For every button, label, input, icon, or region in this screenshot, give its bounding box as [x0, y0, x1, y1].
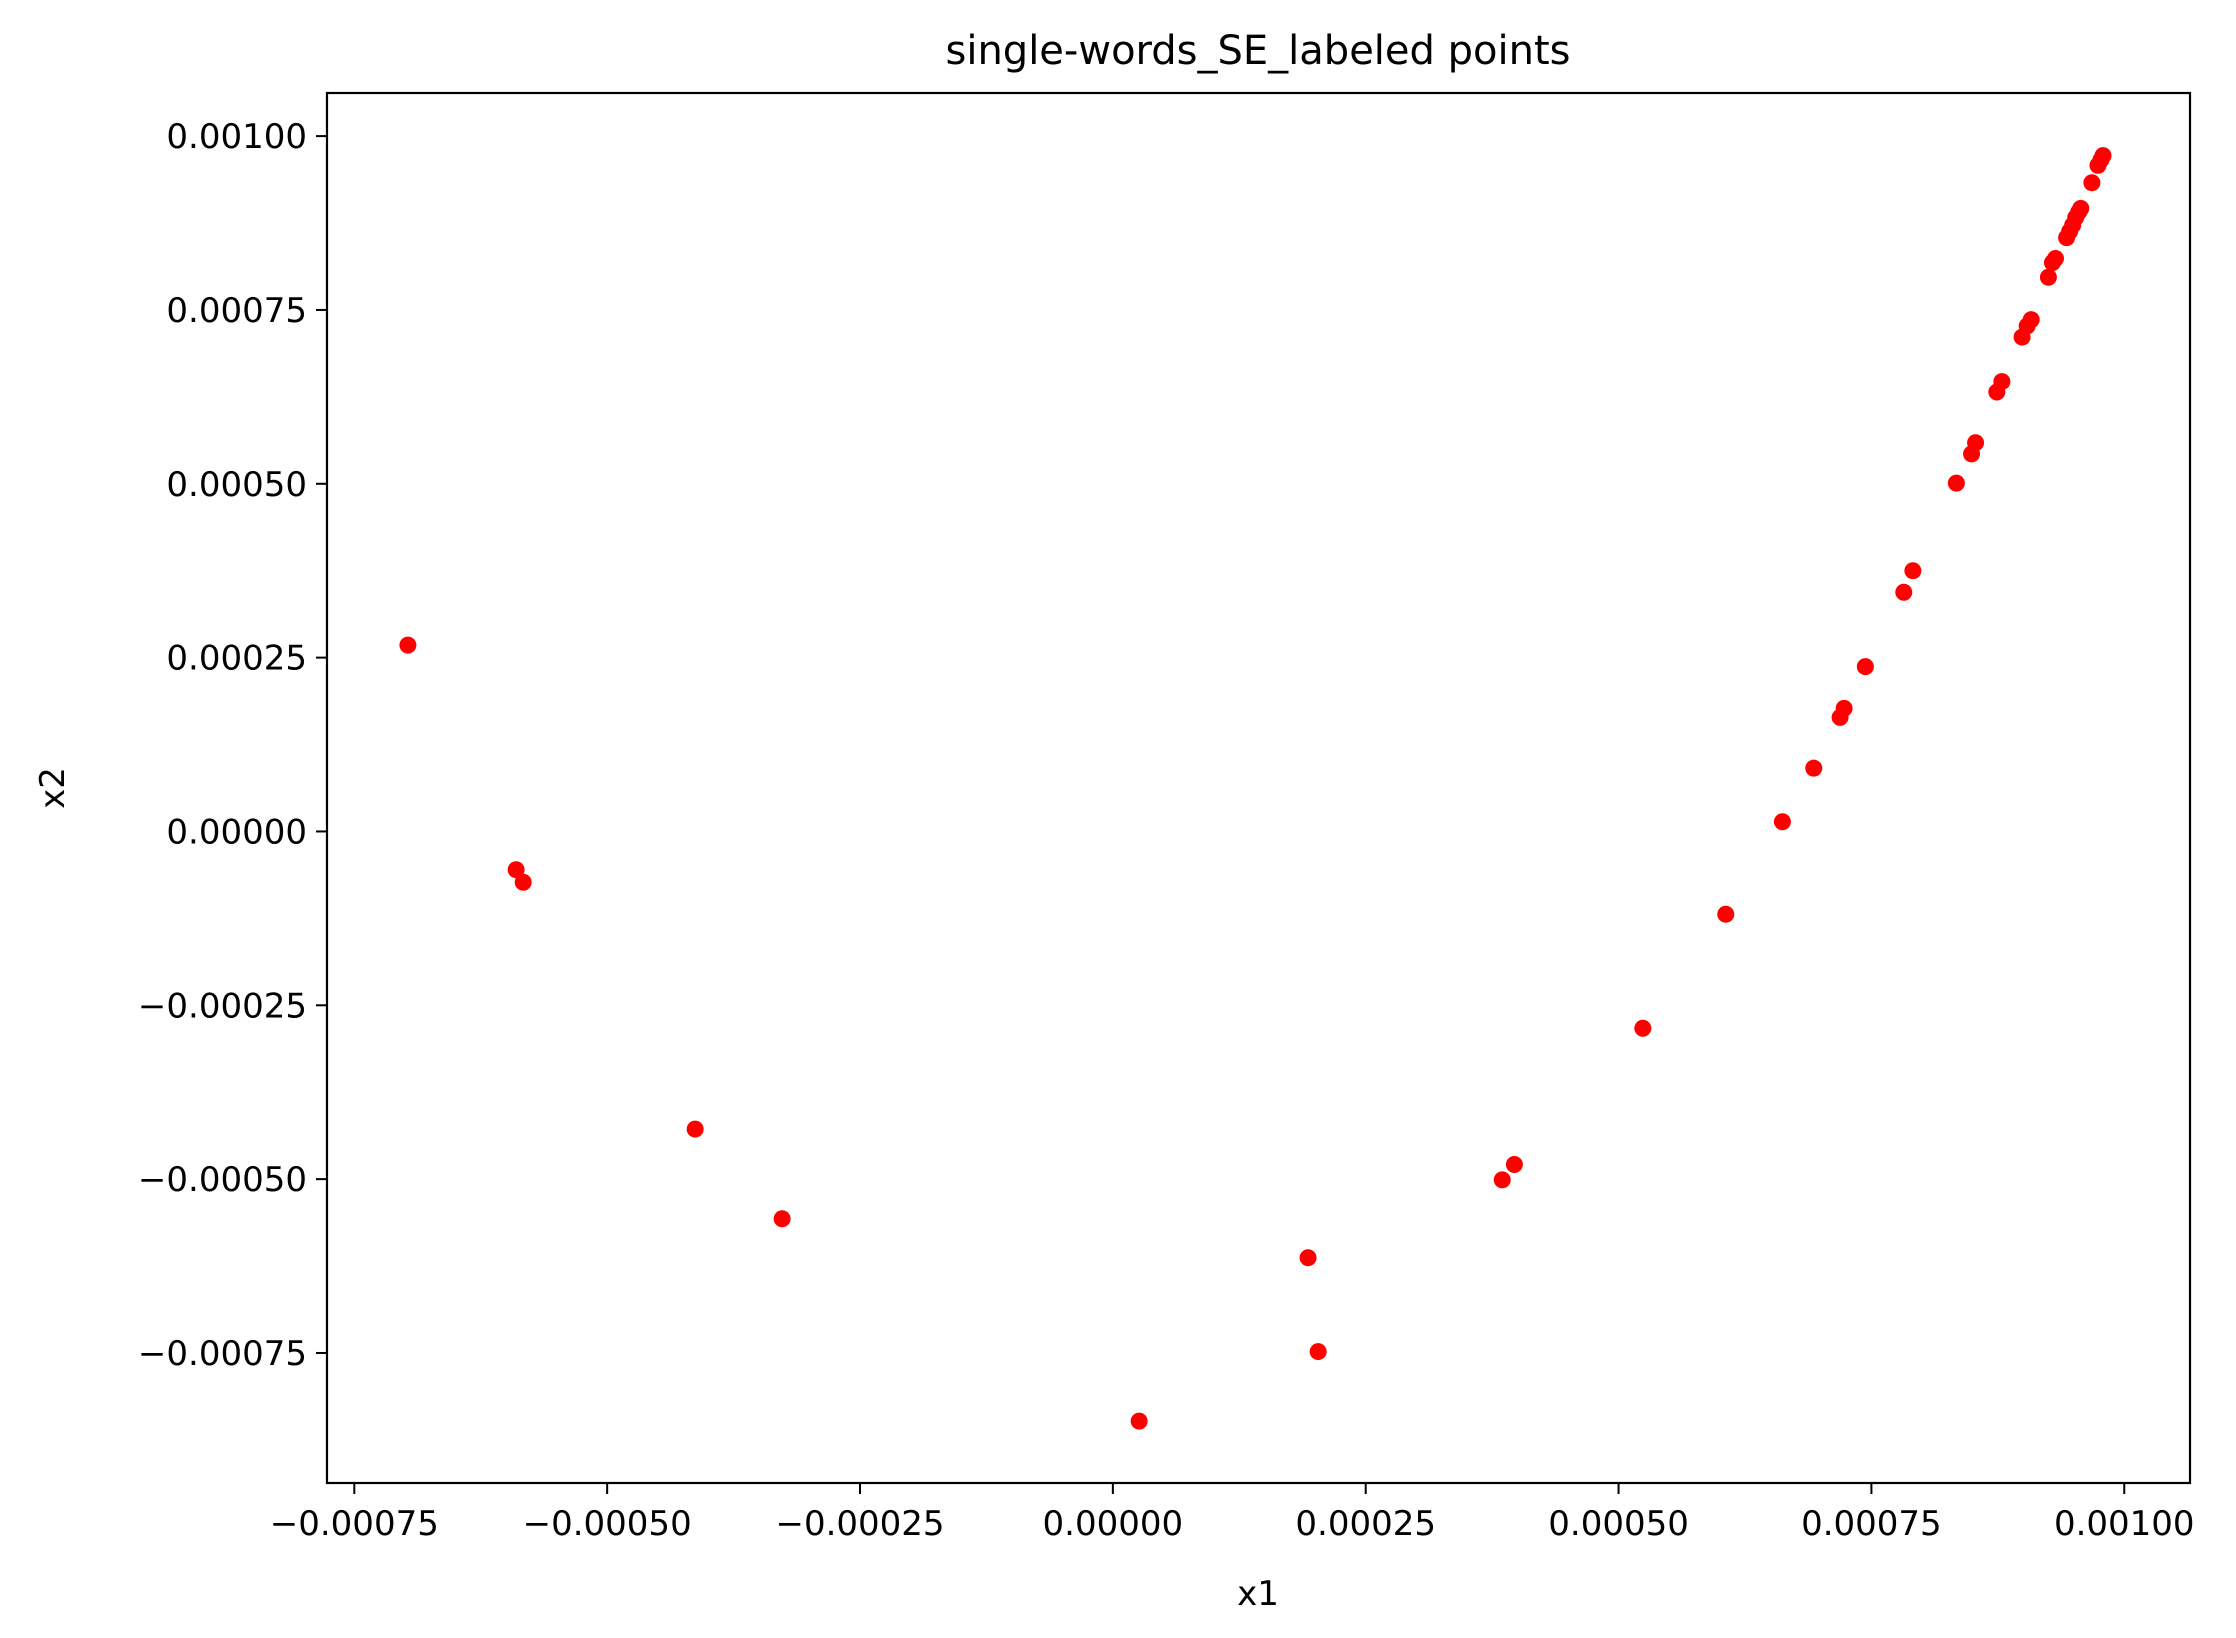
data-point	[514, 873, 532, 891]
data-point	[1835, 699, 1853, 717]
x-tick-label: 0.00025	[1295, 1504, 1436, 1544]
y-tick-label: −0.00075	[138, 1334, 307, 1374]
plot-frame	[325, 91, 2192, 1485]
y-tick-label: 0.00075	[166, 291, 307, 331]
x-tick-label: 0.00100	[2054, 1504, 2195, 1544]
data-point	[507, 861, 525, 879]
x-axis-label: x1	[1237, 1574, 1279, 1614]
y-axis-ticks: 0.00100 0.00075 0.00050 0.00025 0.00000 −0.00…	[138, 117, 327, 1374]
data-points	[399, 147, 2112, 1430]
x-axis-ticks: −0.00075 −0.00050 −0.00025 0.00000 0.00025 0.…	[270, 1483, 2195, 1544]
data-point	[1130, 1412, 1148, 1430]
y-axis-label: x2	[33, 767, 73, 809]
data-point	[686, 1120, 704, 1138]
x-tick-label: 0.00050	[1548, 1504, 1689, 1544]
y-tick-label: 0.00050	[166, 465, 307, 505]
data-point	[2039, 268, 2057, 286]
y-tick-label: 0.00025	[166, 639, 307, 679]
data-point	[773, 1210, 791, 1228]
chart-title: single-words_SE_labeled points	[946, 28, 1571, 74]
data-point	[1967, 434, 1985, 452]
x-tick-label: 0.00075	[1801, 1504, 1942, 1544]
data-point	[1947, 474, 1965, 492]
x-tick-label: −0.00075	[270, 1504, 439, 1544]
data-point	[1299, 1249, 1317, 1267]
data-point	[1904, 562, 1922, 580]
data-point	[2083, 174, 2101, 192]
data-point	[2094, 147, 2112, 165]
y-tick-label: 0.00000	[166, 812, 307, 852]
data-point	[1895, 583, 1913, 601]
data-point	[1634, 1019, 1652, 1037]
data-point	[399, 636, 417, 654]
data-point	[1773, 813, 1791, 831]
data-point	[2046, 249, 2064, 267]
x-tick-label: −0.00025	[775, 1504, 944, 1544]
data-point	[1493, 1171, 1511, 1189]
data-point	[1805, 759, 1823, 777]
y-tick-label: −0.00050	[138, 1160, 307, 1200]
data-point	[1717, 905, 1735, 923]
data-point	[1309, 1343, 1327, 1361]
y-tick-label: −0.00025	[138, 986, 307, 1026]
data-point	[1505, 1156, 1523, 1174]
data-point	[2022, 311, 2040, 329]
y-tick-label: 0.00100	[166, 117, 307, 157]
data-point	[1856, 658, 1874, 676]
x-tick-label: −0.00050	[523, 1504, 692, 1544]
x-tick-label: 0.00000	[1043, 1504, 1184, 1544]
data-point	[2072, 199, 2090, 217]
data-point	[1993, 373, 2011, 391]
